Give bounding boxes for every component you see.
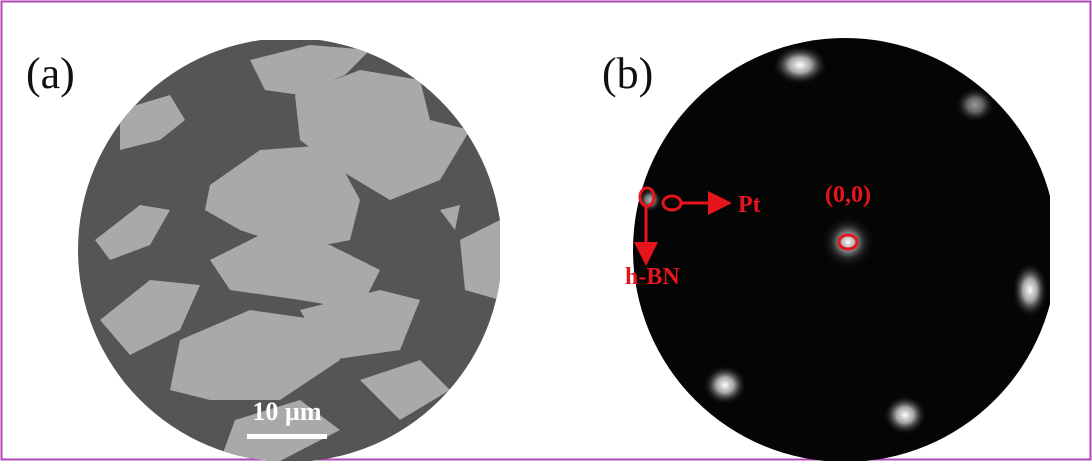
scale-bar-label: 10 µm [252,397,321,426]
scale-bar [247,434,327,439]
panel-label: (b) [602,49,653,98]
figure: (a) 10 µm (b) Pt h-BN (0,0) [0,0,1092,461]
panel-label: (a) [26,49,75,98]
annotation-label: Pt [738,192,761,218]
annotation-label: h-BN [625,264,680,290]
annotation-label: (0,0) [825,182,871,208]
